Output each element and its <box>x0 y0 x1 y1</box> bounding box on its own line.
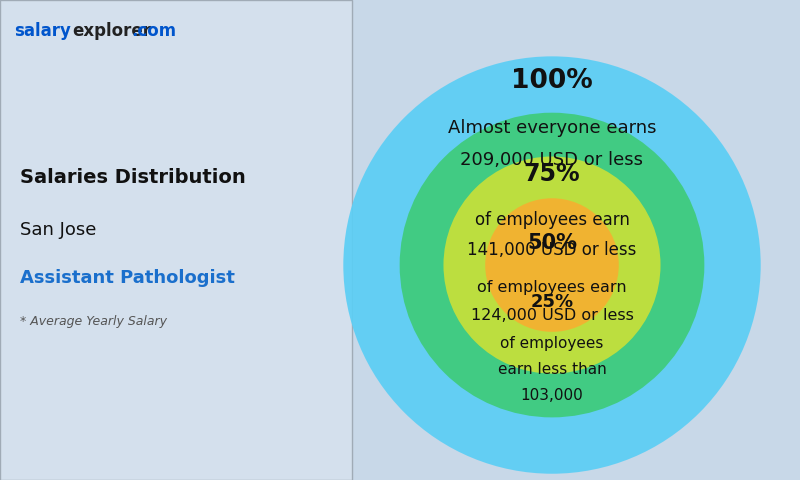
Circle shape <box>443 156 661 373</box>
Text: 50%: 50% <box>527 232 577 252</box>
Text: salary: salary <box>14 22 71 40</box>
Text: * Average Yearly Salary: * Average Yearly Salary <box>20 315 167 328</box>
Text: of employees earn: of employees earn <box>474 211 630 229</box>
Text: of employees earn: of employees earn <box>477 280 627 295</box>
Text: explorer: explorer <box>72 22 151 40</box>
Text: 141,000 USD or less: 141,000 USD or less <box>467 241 637 259</box>
Text: 209,000 USD or less: 209,000 USD or less <box>461 151 643 169</box>
Text: of employees: of employees <box>500 336 604 351</box>
Circle shape <box>400 113 704 418</box>
Text: earn less than: earn less than <box>498 362 606 377</box>
Text: 124,000 USD or less: 124,000 USD or less <box>470 308 634 323</box>
FancyBboxPatch shape <box>0 0 352 480</box>
Text: Almost everyone earns: Almost everyone earns <box>448 119 656 137</box>
Text: 103,000: 103,000 <box>521 388 583 403</box>
Circle shape <box>486 198 618 332</box>
Circle shape <box>343 56 761 474</box>
Text: San Jose: San Jose <box>20 221 96 240</box>
Text: 25%: 25% <box>530 293 574 311</box>
Text: .com: .com <box>131 22 176 40</box>
Text: 75%: 75% <box>524 162 580 186</box>
Text: Salaries Distribution: Salaries Distribution <box>20 168 246 187</box>
Text: Assistant Pathologist: Assistant Pathologist <box>20 269 235 288</box>
Text: 100%: 100% <box>511 68 593 94</box>
